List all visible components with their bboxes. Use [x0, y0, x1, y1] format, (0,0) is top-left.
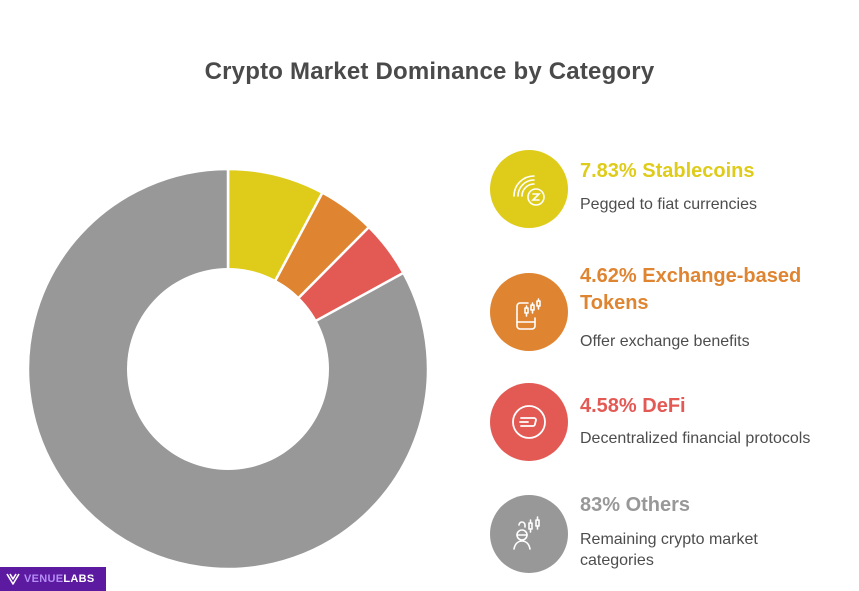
brand-name-part2: LABS: [63, 573, 95, 585]
venuelabs-logo: VENUELABS: [0, 567, 106, 591]
legend-heading-line2: Tokens: [580, 292, 649, 314]
legend-description: Offer exchange benefits: [580, 333, 750, 350]
legend-description: Pegged to fiat currencies: [580, 196, 757, 213]
legend-description: Decentralized financial protocols: [580, 430, 811, 447]
brand-name-part1: VENUE: [24, 573, 64, 585]
stablecoin-signal-icon: [490, 150, 568, 228]
legend-heading: 83% Others: [580, 494, 691, 516]
venuelabs-logo-icon: [6, 573, 20, 585]
legend-description-line2: categories: [580, 552, 654, 569]
trader-candlestick-icon: [490, 495, 568, 573]
donut-chart: [26, 167, 430, 571]
dash-coin-icon: [490, 383, 568, 461]
legend-heading: 7.83% Stablecoins: [580, 160, 755, 182]
legend-description-line1: Remaining crypto market: [580, 531, 758, 548]
donut-hole: [127, 268, 329, 470]
phone-candlestick-icon: [490, 273, 568, 351]
legend-heading: 4.58% DeFi: [580, 395, 686, 417]
legend-heading-line1: 4.62% Exchange-based: [580, 265, 802, 287]
chart-title: Crypto Market Dominance by Category: [204, 58, 655, 85]
